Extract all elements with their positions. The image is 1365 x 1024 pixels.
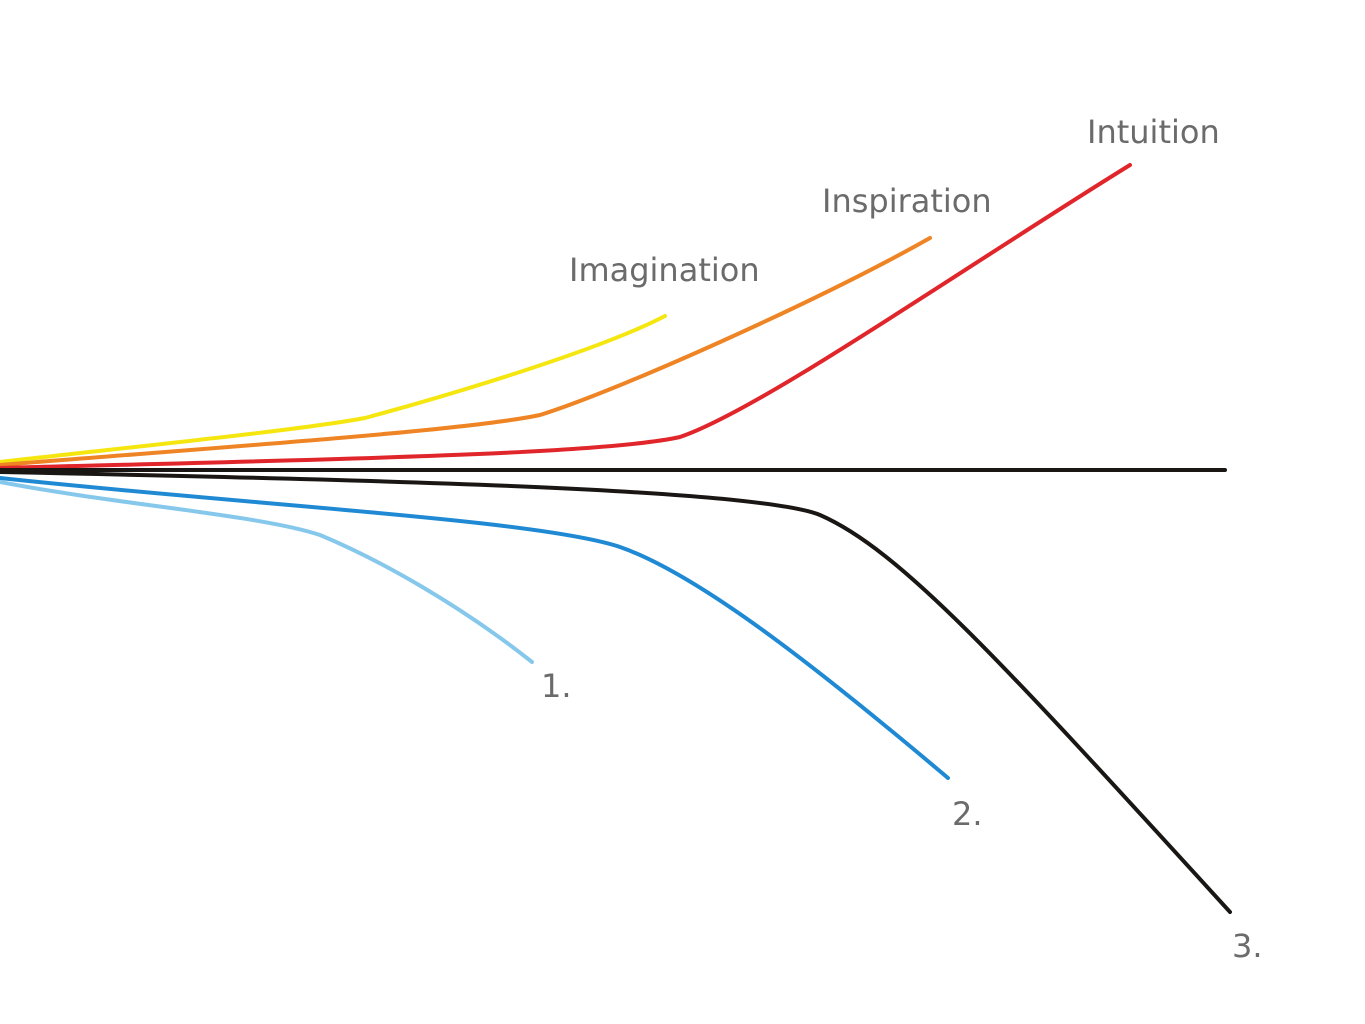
orange-curve xyxy=(0,236,932,467)
red-curve xyxy=(0,163,1132,470)
label: 3. xyxy=(1232,927,1263,965)
label: Inspiration xyxy=(822,182,992,220)
black-curve xyxy=(0,470,1232,914)
light-blue-curve xyxy=(0,480,534,664)
yellow-curve xyxy=(0,314,667,464)
label: 2. xyxy=(952,795,983,833)
label: 1. xyxy=(541,667,572,705)
blue-curve xyxy=(0,476,950,780)
label: Intuition xyxy=(1087,113,1220,151)
label: Imagination xyxy=(569,251,760,289)
